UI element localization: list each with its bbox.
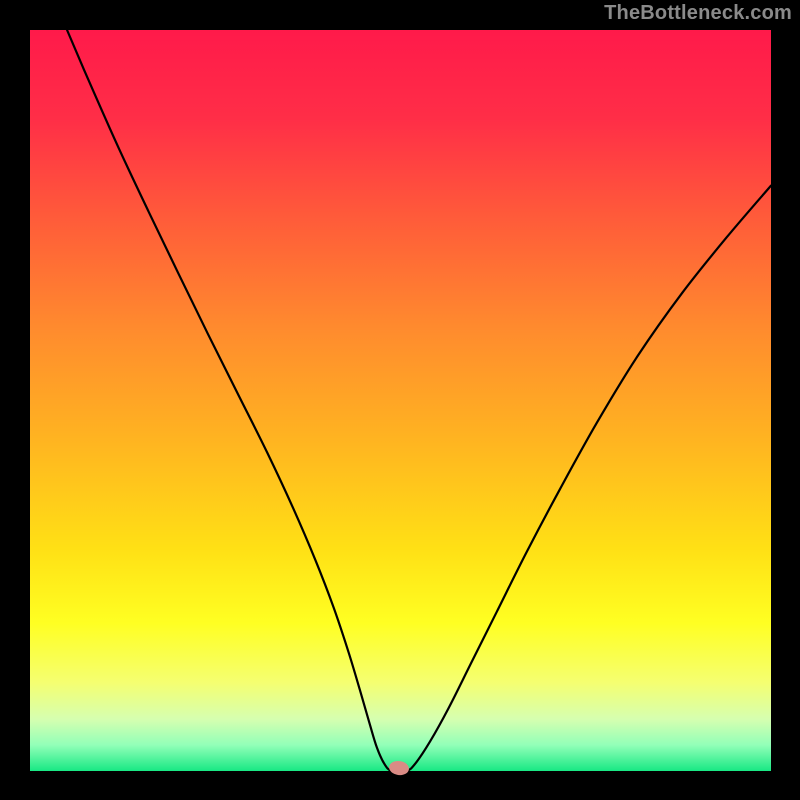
watermark-text: TheBottleneck.com xyxy=(604,2,792,25)
bottleneck-chart xyxy=(0,0,800,800)
chart-plot-area xyxy=(30,30,771,771)
